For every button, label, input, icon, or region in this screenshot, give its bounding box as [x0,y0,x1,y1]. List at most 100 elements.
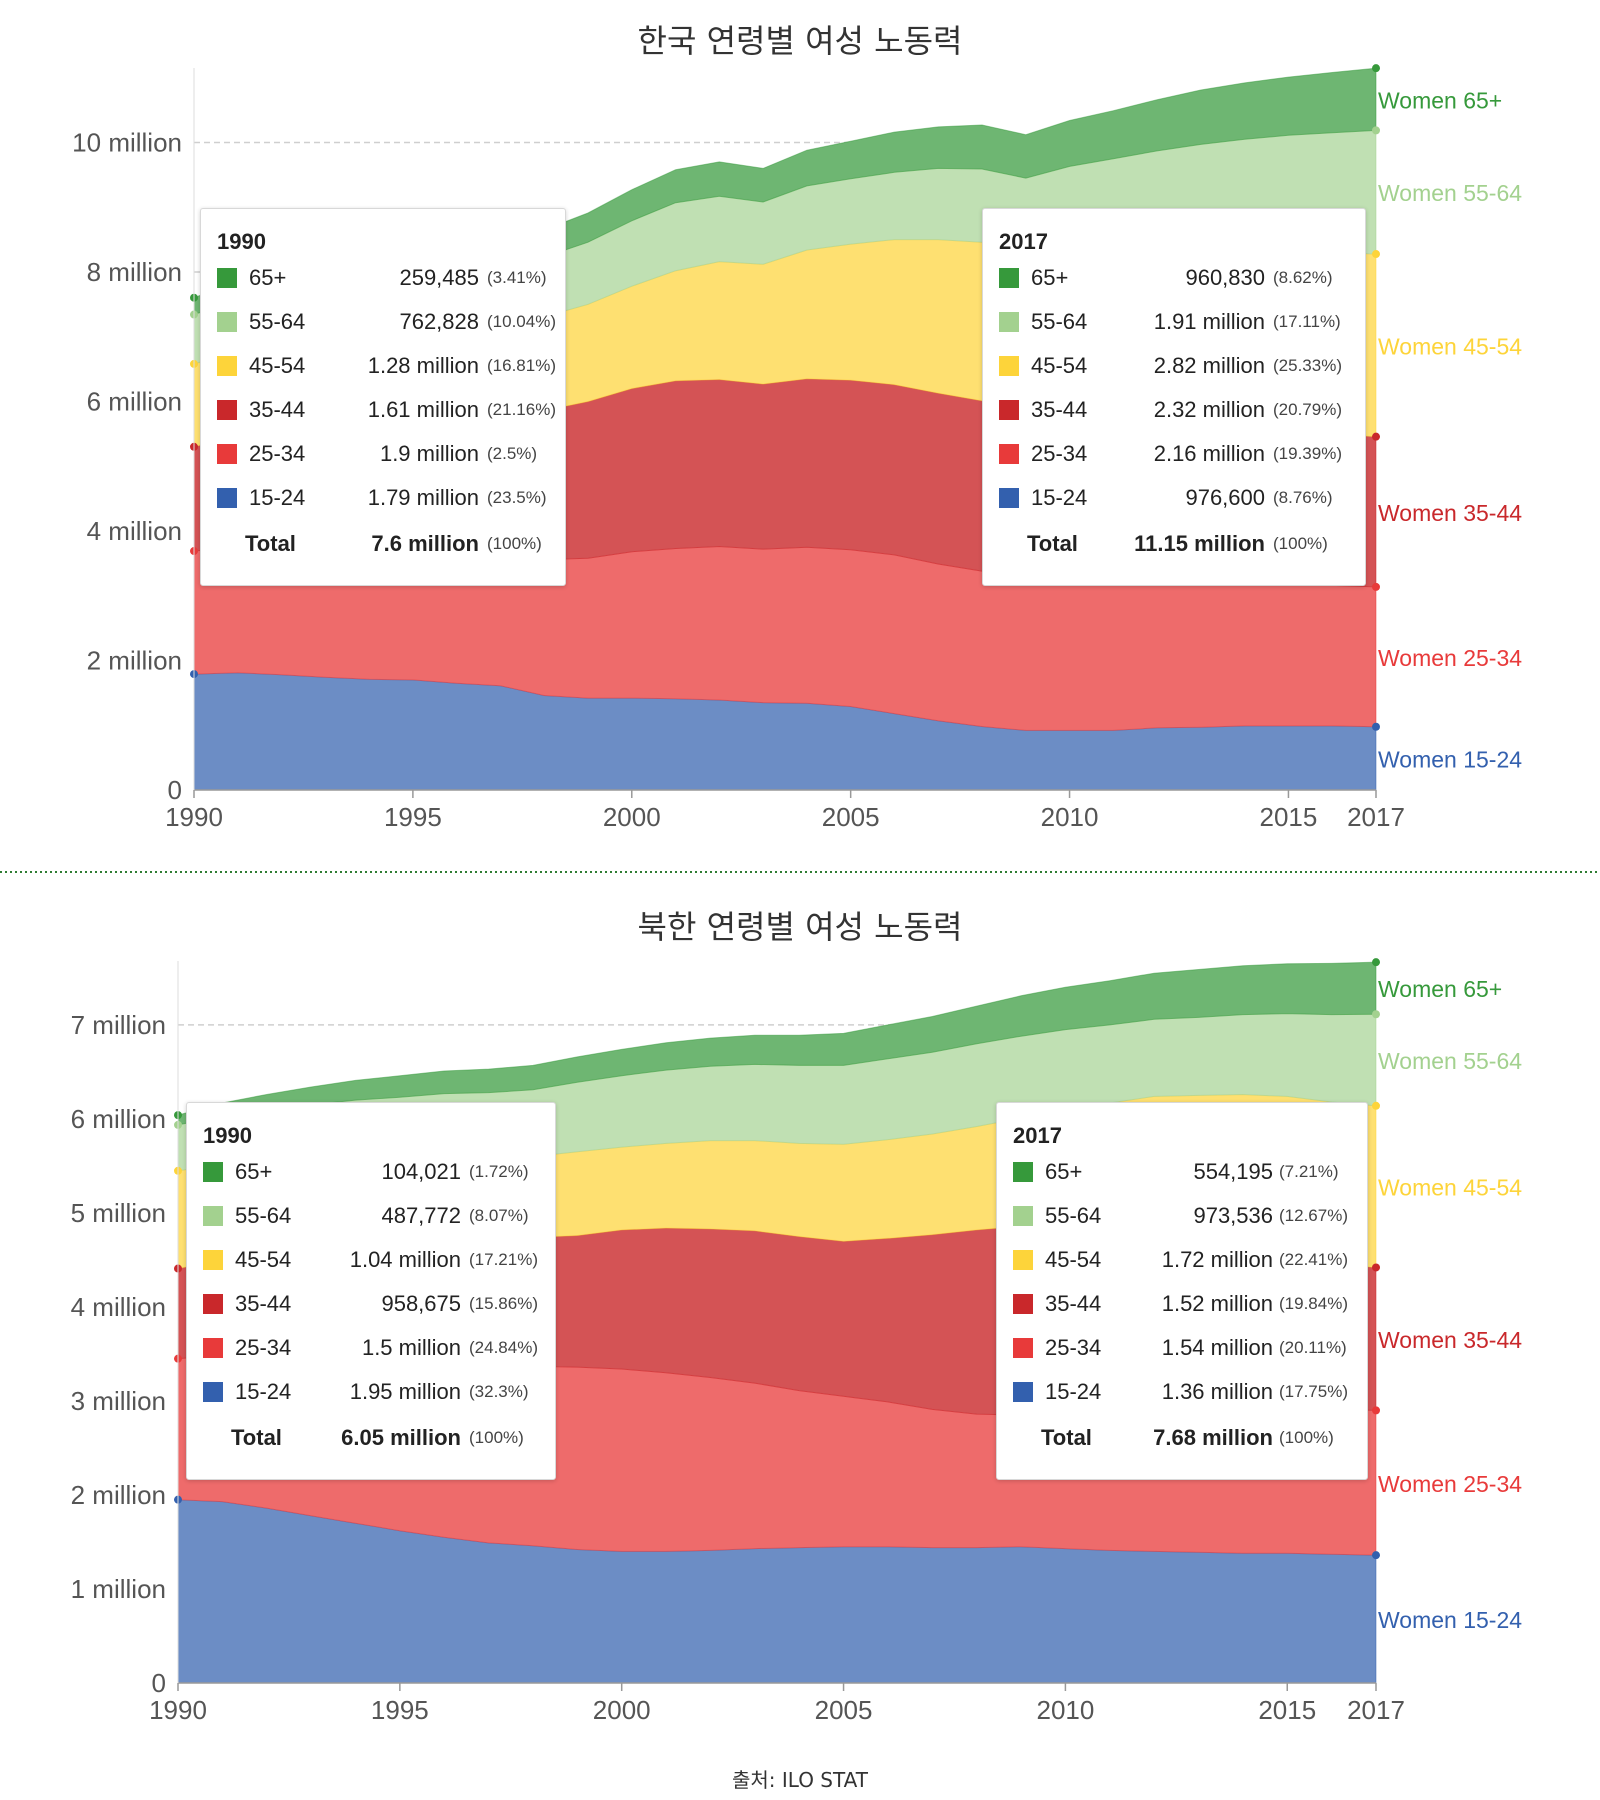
x-tick-label: 2005 [815,1695,873,1725]
legend-swatch [217,488,237,508]
tooltip-row: 55-64 487,772 (8.07%) [187,1195,555,1239]
tooltip-label: 55-64 [1045,1203,1101,1229]
tooltip-pct: (32.3%) [469,1382,529,1402]
legend-swatch [203,1162,223,1182]
y-tick-label: 7 million [71,1010,166,1040]
tooltip-total-value: 7.68 million [1153,1425,1273,1451]
tooltip-value: 1.91 million [1154,309,1265,335]
tooltip-pct: (19.39%) [1273,444,1342,464]
tooltip-value: 2.32 million [1154,397,1265,423]
series-label-35-44: Women 35-44 [1378,500,1522,526]
tooltip-right: 2017 65+ 554,195 (7.21%) 55-64 973,536 (12.67%… [996,1102,1368,1480]
tooltip-pct: (1.72%) [469,1162,529,1182]
tooltip-label: 55-64 [249,309,305,335]
tooltip-label: 25-34 [235,1335,291,1361]
chart-title: 한국 연령별 여성 노동력 [638,22,963,60]
tooltip-label: 15-24 [249,485,305,511]
tooltip-row: 65+ 104,021 (1.72%) [187,1151,555,1195]
legend-swatch [203,1338,223,1358]
tooltip-value: 1.36 million [1162,1379,1273,1405]
tooltip-value: 1.28 million [368,353,479,379]
end-marker-35-44 [1372,1263,1380,1271]
tooltip-value: 1.52 million [1162,1291,1273,1317]
tooltip-row: 15-24 976,600 (8.76%) [983,477,1365,521]
end-marker-45-54 [1372,250,1380,258]
tooltip-pct: (17.11%) [1273,312,1341,332]
y-tick-label: 0 [168,775,182,805]
tooltip-row: 45-54 2.82 million (25.33%) [983,345,1365,389]
tooltip-total-label: Total [1027,531,1078,557]
tooltip-total-row: Total 6.05 million (100%) [187,1417,555,1461]
series-label-55-64: Women 55-64 [1378,1048,1522,1074]
tooltip-pct: (20.79%) [1273,400,1342,420]
tooltip-label: 25-34 [249,441,305,467]
tooltip-row: 25-34 2.16 million (19.39%) [983,433,1365,477]
tooltip-pct: (17.75%) [1279,1382,1348,1402]
tooltip-label: 65+ [249,265,286,291]
tooltip-year: 1990 [217,229,266,255]
legend-swatch [1013,1338,1033,1358]
y-tick-label: 4 million [87,516,182,546]
series-label-25-34: Women 25-34 [1378,645,1522,671]
tooltip-label: 35-44 [1031,397,1087,423]
tooltip-total-label: Total [245,531,296,557]
tooltip-value: 554,195 [1193,1159,1273,1185]
tooltip-label: 35-44 [249,397,305,423]
legend-swatch [217,444,237,464]
tooltip-row: 15-24 1.79 million (23.5%) [201,477,565,521]
tooltip-label: 45-54 [1045,1247,1101,1273]
y-tick-label: 4 million [71,1292,166,1322]
legend-swatch [999,356,1019,376]
tooltip-value: 762,828 [399,309,479,335]
tooltip-label: 15-24 [1031,485,1087,511]
x-tick-label: 2000 [593,1695,651,1725]
end-marker-45-54 [1372,1102,1380,1110]
tooltip-total-value: 11.15 million [1134,531,1265,557]
legend-swatch [999,312,1019,332]
x-tick-label: 2017 [1347,1695,1405,1725]
end-marker-15-24 [1372,1551,1380,1559]
tooltip-row: 45-54 1.04 million (17.21%) [187,1239,555,1283]
y-tick-label: 6 million [87,386,182,416]
tooltip-label: 35-44 [1045,1291,1101,1317]
tooltip-left: 1990 65+ 104,021 (1.72%) 55-64 487,772 (8.07%)… [186,1102,556,1480]
tooltip-total-pct: (100%) [1273,534,1328,554]
tooltip-pct: (19.84%) [1279,1294,1348,1314]
legend-swatch [217,312,237,332]
tooltip-pct: (12.67%) [1279,1206,1348,1226]
tooltip-pct: (15.86%) [469,1294,538,1314]
tooltip-pct: (7.21%) [1279,1162,1339,1182]
tooltip-value: 2.82 million [1154,353,1265,379]
series-label-65plus: Women 65+ [1378,87,1502,113]
x-tick-label: 2010 [1036,1695,1094,1725]
tooltip-pct: (8.62%) [1273,268,1333,288]
tooltip-pct: (21.16%) [487,400,556,420]
tooltip-row: 45-54 1.28 million (16.81%) [201,345,565,389]
tooltip-total-row: Total 7.6 million (100%) [201,523,565,567]
tooltip-row: 65+ 960,830 (8.62%) [983,257,1365,301]
tooltip-value: 1.54 million [1162,1335,1273,1361]
tooltip-label: 25-34 [1031,441,1087,467]
tooltip-value: 2.16 million [1154,441,1265,467]
tooltip-value: 1.9 million [380,441,479,467]
tooltip-total-pct: (100%) [487,534,542,554]
end-marker-15-24 [1372,723,1380,731]
x-tick-label: 2015 [1258,1695,1316,1725]
x-tick-label: 1990 [165,802,223,832]
tooltip-label: 55-64 [235,1203,291,1229]
tooltip-pct: (20.11%) [1279,1338,1347,1358]
series-label-15-24: Women 15-24 [1378,746,1522,772]
tooltip-label: 65+ [1045,1159,1082,1185]
tooltip-pct: (3.41%) [487,268,547,288]
series-label-65plus: Women 65+ [1378,976,1502,1002]
legend-swatch [203,1250,223,1270]
tooltip-label: 65+ [235,1159,272,1185]
x-tick-label: 2005 [822,802,880,832]
tooltip-row: 55-64 973,536 (12.67%) [997,1195,1367,1239]
tooltip-value: 976,600 [1185,485,1265,511]
tooltip-total-value: 7.6 million [371,531,479,557]
tooltip-label: 45-54 [249,353,305,379]
tooltip-total-label: Total [231,1425,282,1451]
tooltip-total-pct: (100%) [469,1428,524,1448]
legend-swatch [999,444,1019,464]
